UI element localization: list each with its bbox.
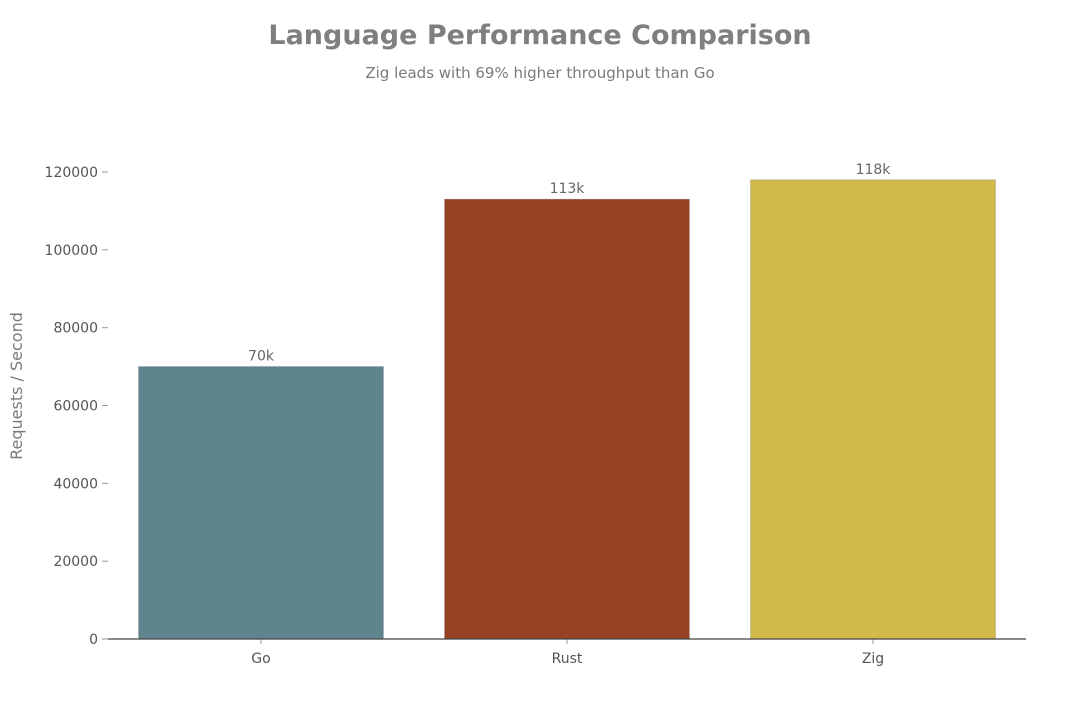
x-tick-label: Zig: [862, 651, 884, 667]
x-tick-label: Go: [251, 651, 270, 667]
y-axis-title: Requests / Second: [7, 312, 26, 460]
y-tick-label: 80000: [53, 321, 98, 337]
y-tick-label: 20000: [53, 554, 98, 570]
bar-go: [138, 366, 384, 640]
y-tick-label: 0: [89, 632, 98, 648]
bar-rust: [444, 198, 690, 640]
bars: 70k 113k 118k: [138, 162, 996, 640]
x-tick-label: Rust: [552, 651, 583, 667]
data-label-rust: 113k: [550, 181, 586, 197]
x-axis: Go Rust Zig: [108, 638, 1026, 667]
y-axis: 0 20000 40000 60000 80000 100000 120000: [45, 165, 108, 648]
chart-subtitle: Zig leads with 69% higher throughput tha…: [365, 64, 715, 82]
y-tick-label: 120000: [45, 165, 98, 181]
y-tick-label: 40000: [53, 476, 98, 492]
bar-zig: [750, 179, 996, 640]
y-tick-label: 100000: [45, 243, 98, 259]
data-label-go: 70k: [248, 349, 275, 365]
data-label-zig: 118k: [856, 162, 892, 178]
chart-title: Language Performance Comparison: [268, 20, 812, 51]
y-tick-label: 60000: [53, 399, 98, 415]
